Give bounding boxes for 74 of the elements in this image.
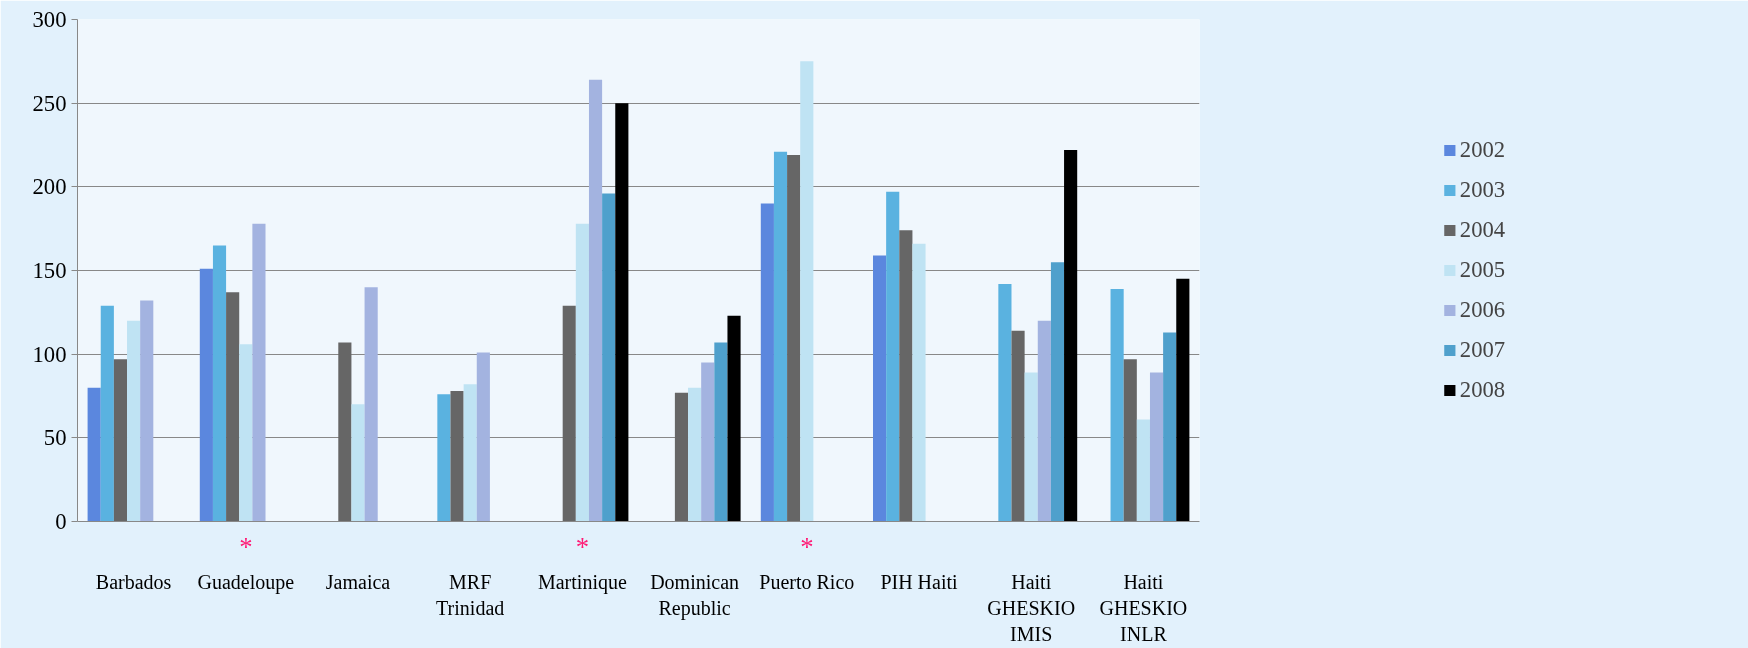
y-tick-label: 300 <box>32 7 67 32</box>
x-tick-label: Haiti GHESKIO IMIS <box>987 570 1076 646</box>
bar <box>1037 320 1051 522</box>
text: * <box>800 531 814 562</box>
legend-label: 2006 <box>1459 297 1506 323</box>
bar <box>899 230 913 522</box>
bar <box>1064 150 1078 522</box>
x-tick-label: MRF Trinidad <box>436 570 505 619</box>
legend-label: 2004 <box>1459 217 1506 243</box>
bar <box>1149 372 1164 522</box>
y-tick-label: 200 <box>32 174 67 200</box>
text: * <box>575 531 590 562</box>
text: * <box>239 531 253 562</box>
bar <box>912 243 926 522</box>
legend-label: 2005 <box>1459 257 1506 283</box>
bar <box>714 342 728 522</box>
bar <box>463 384 477 522</box>
bar <box>588 79 603 522</box>
x-tick-label: PIH Haiti <box>880 570 959 593</box>
bar <box>1163 332 1177 522</box>
bar <box>1050 262 1065 522</box>
bar <box>674 392 689 522</box>
bar <box>1136 419 1150 522</box>
bar <box>140 300 154 522</box>
bar <box>615 103 629 522</box>
bar <box>127 320 141 522</box>
bar <box>800 61 814 522</box>
bar <box>760 203 774 522</box>
legend-label: 2007 <box>1459 337 1506 363</box>
y-tick-label: 50 <box>43 425 67 451</box>
bar <box>239 344 253 522</box>
bar <box>727 315 741 522</box>
x-tick-label: Guadeloupe <box>197 570 295 594</box>
y-tick-label: 100 <box>32 341 67 367</box>
bar <box>998 283 1012 522</box>
legend-label: 2003 <box>1459 177 1506 203</box>
bar <box>773 151 788 522</box>
bar <box>1123 359 1137 522</box>
bar <box>602 193 616 522</box>
bar <box>351 404 365 522</box>
x-tick-label: Haiti GHESKIO INLR <box>1099 570 1188 646</box>
bar <box>1176 278 1190 522</box>
bar <box>226 292 240 522</box>
bar <box>562 305 576 522</box>
bar <box>1011 330 1025 522</box>
bar <box>199 268 213 522</box>
bar <box>212 245 227 522</box>
bar <box>338 342 352 522</box>
bar <box>476 352 490 522</box>
bar <box>575 223 589 522</box>
legend-label: 2008 <box>1459 377 1506 403</box>
x-tick-label: Martinique <box>537 570 627 594</box>
bar <box>886 191 900 522</box>
bar <box>1110 288 1124 522</box>
bar <box>113 359 128 522</box>
x-tick-label: Dominican Republic <box>650 570 740 620</box>
bar <box>364 287 378 522</box>
bar <box>688 387 702 522</box>
bar <box>437 394 451 522</box>
bar <box>87 387 101 522</box>
x-tick-label: Barbados <box>95 570 172 593</box>
y-tick-label: 250 <box>32 90 67 116</box>
y-tick-label: 0 <box>55 509 67 534</box>
bar <box>450 390 464 522</box>
bar <box>100 305 114 522</box>
bar <box>873 255 887 522</box>
bar <box>1024 372 1038 522</box>
legend-label: 2002 <box>1459 137 1506 163</box>
y-tick-label: 150 <box>32 258 67 283</box>
x-tick-label: Puerto Rico <box>759 570 855 593</box>
bar <box>701 362 715 522</box>
bar <box>252 223 266 522</box>
x-tick-label: Jamaica <box>325 570 391 593</box>
bar <box>787 155 801 522</box>
